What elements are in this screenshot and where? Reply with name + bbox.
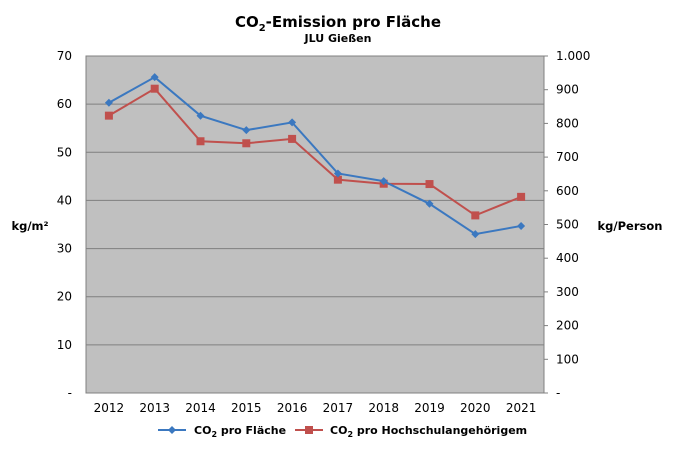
left-tick-label: - — [68, 386, 72, 400]
data-point-diamond — [150, 73, 159, 82]
data-point-square — [471, 211, 480, 220]
chart-title-prefix: CO — [235, 13, 259, 31]
legend-item-co2-per-area: CO2 pro Fläche — [158, 424, 286, 439]
x-tick-label: 2012 — [94, 401, 125, 415]
right-tick-label: 700 — [556, 150, 579, 164]
data-point-diamond — [333, 169, 342, 178]
x-tick-label: 2019 — [414, 401, 445, 415]
series-layer — [104, 73, 526, 239]
data-point-square — [425, 180, 434, 189]
x-axis-ticks: 2012 2013 2014 2015 2016 2017 2018 2019 2020 2021 — [94, 401, 537, 415]
data-point-diamond — [425, 199, 434, 208]
data-point-square — [196, 137, 205, 146]
legend-item-co2-per-member: CO2 pro Hochschulangehörigem — [295, 424, 527, 439]
left-tick-label: 20 — [57, 290, 72, 304]
right-tick-label: 600 — [556, 184, 579, 198]
x-tick-label: 2020 — [460, 401, 491, 415]
series-line-co2-per-member — [108, 87, 522, 217]
data-point-square — [242, 139, 251, 148]
right-tick-label: 1.000 — [556, 49, 590, 63]
left-tick-label: 10 — [57, 338, 72, 352]
right-axis-label: kg/Person — [598, 219, 663, 233]
data-point-diamond — [104, 98, 113, 107]
right-tick-label: 200 — [556, 319, 579, 333]
left-tick-label: 30 — [57, 242, 72, 256]
right-axis-ticks: - 100 200 300 400 500 600 700 800 900 1.000 — [544, 49, 590, 400]
data-point-diamond — [288, 118, 297, 127]
right-tick-label: 500 — [556, 218, 579, 232]
legend-marker-square-icon — [305, 426, 313, 434]
legend-marker-diamond-icon — [168, 426, 176, 434]
x-tick-label: 2014 — [185, 401, 216, 415]
data-point-square — [333, 175, 342, 184]
legend-label-co2-per-member: CO2 pro Hochschulangehörigem — [330, 424, 527, 439]
chart-title-subscript: 2 — [259, 23, 266, 34]
right-tick-label: 800 — [556, 116, 579, 130]
data-point-diamond — [379, 177, 388, 186]
chart-title-suffix: -Emission pro Fläche — [266, 13, 441, 31]
data-point-square — [288, 134, 297, 143]
left-tick-label: 50 — [57, 145, 72, 159]
legend: CO2 pro Fläche CO2 pro Hochschulangehöri… — [158, 424, 527, 439]
series-line-co2-per-area — [108, 75, 522, 236]
left-tick-label: 60 — [57, 97, 72, 111]
data-point-diamond — [471, 230, 480, 239]
right-tick-label: 300 — [556, 285, 579, 299]
right-tick-label: - — [556, 386, 560, 400]
x-tick-label: 2016 — [277, 401, 308, 415]
x-tick-label: 2021 — [506, 401, 537, 415]
left-tick-label: 40 — [57, 193, 72, 207]
left-tick-label: 70 — [57, 49, 72, 63]
legend-label-co2-per-area: CO2 pro Fläche — [194, 424, 286, 439]
data-point-square — [517, 192, 526, 201]
right-tick-label: 100 — [556, 352, 579, 366]
x-tick-label: 2013 — [139, 401, 170, 415]
right-tick-label: 900 — [556, 83, 579, 97]
data-point-square — [150, 84, 159, 93]
chart-subtitle: JLU Gießen — [304, 32, 372, 45]
right-tick-label: 400 — [556, 251, 579, 265]
data-point-square — [104, 111, 113, 120]
gridlines — [86, 103, 544, 346]
data-point-diamond — [196, 111, 205, 120]
left-axis-ticks: - 10 20 30 40 50 60 70 — [57, 49, 72, 400]
x-tick-label: 2018 — [368, 401, 399, 415]
x-tick-label: 2015 — [231, 401, 262, 415]
data-point-diamond — [517, 221, 526, 230]
plot-area — [85, 55, 545, 394]
chart-title: CO2-Emission pro Fläche — [235, 13, 441, 34]
data-point-diamond — [242, 126, 251, 135]
x-tick-label: 2017 — [323, 401, 354, 415]
left-axis-label: kg/m² — [11, 219, 48, 233]
